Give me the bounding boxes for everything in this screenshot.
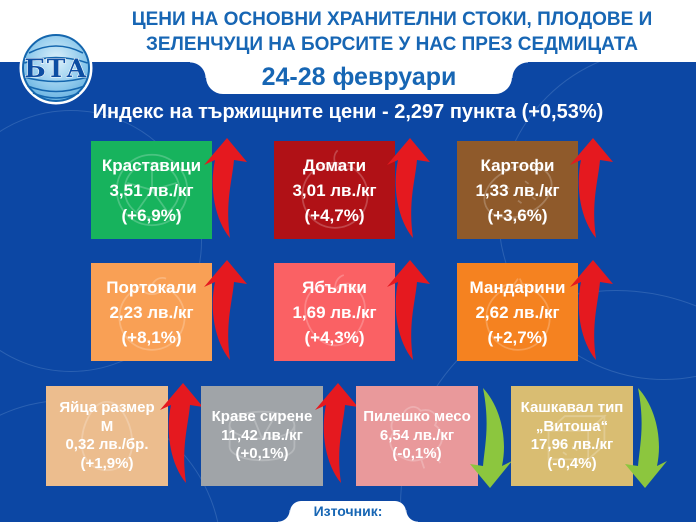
orange-icon xyxy=(118,277,185,351)
product-price: 6,54 лв./кг xyxy=(379,426,455,444)
product-card-apple: Ябълки 1,69 лв./кг (+4,3%) xyxy=(274,263,395,361)
price-up-arrow xyxy=(315,383,358,483)
price-down-arrow xyxy=(625,388,667,488)
product-change: (-0,1%) xyxy=(392,445,442,463)
cheese-wheel-icon xyxy=(228,410,296,462)
product-name: Яйца размер М xyxy=(59,399,155,435)
product-name: Краставици xyxy=(101,155,202,175)
source-tab: Източник: ДКСБТ xyxy=(278,501,418,522)
price-down-arrow xyxy=(470,388,512,488)
product-price: 0,32 лв./бр. xyxy=(65,436,149,453)
egg-icon xyxy=(80,400,134,472)
product-card-cheese-block: Кашкавал тип „Витоша“ 17,96 лв./кг (-0,4… xyxy=(511,386,633,486)
poster-title-line2: ЗЕЛЕНЧУЦИ НА БОРСИТЕ У НАС ПРЕЗ СЕДМИЦАТ… xyxy=(145,34,639,55)
mandarin-icon xyxy=(484,278,551,351)
price-up-arrow xyxy=(160,383,203,483)
product-name: Краве сирене xyxy=(211,408,313,426)
product-price: 1,33 лв./кг xyxy=(475,180,560,200)
product-price: 2,62 лв./кг xyxy=(475,302,560,322)
product-card-tomato: Домати 3,01 лв./кг (+4,7%) xyxy=(274,141,395,239)
price-up-arrow xyxy=(204,260,247,360)
product-change: (+4,7%) xyxy=(304,205,365,225)
price-up-arrow xyxy=(570,138,613,238)
market-index-line: Индекс на тържищните цени - 2,297 пункта… xyxy=(92,101,604,123)
product-change: (+3,6%) xyxy=(487,205,548,225)
product-card-egg: Яйца размер М 0,32 лв./бр. (+1,9%) xyxy=(46,386,168,486)
price-up-arrow xyxy=(204,138,247,238)
product-name: Ябълки xyxy=(302,277,367,297)
product-price: 3,51 лв./кг xyxy=(109,180,194,200)
period-label: 24-28 февруари xyxy=(261,63,457,91)
product-price: 11,42 лв./кг xyxy=(221,426,303,444)
product-change: (+4,3%) xyxy=(304,327,365,347)
product-card-mandarin: Мандарини 2,62 лв./кг (+2,7%) xyxy=(457,263,578,361)
bta-globe-logo: БТА xyxy=(19,31,93,105)
product-card-cucumber: Краставици 3,51 лв./кг (+6,9%) xyxy=(91,141,212,239)
header-band: ЦЕНИ НА ОСНОВНИ ХРАНИТЕЛНИ СТОКИ, ПЛОДОВ… xyxy=(0,0,696,62)
apple-icon xyxy=(303,274,366,347)
product-name: Картофи xyxy=(480,155,555,175)
product-name: Кашкавал тип „Витоша“ xyxy=(520,399,624,435)
product-price: 1,69 лв./кг xyxy=(292,302,377,322)
product-price: 17,96 лв./кг xyxy=(530,436,614,453)
cucumber-icon xyxy=(115,153,188,227)
bta-logo-text: БТА xyxy=(24,54,87,83)
price-up-arrow xyxy=(387,138,430,238)
product-name: Мандарини xyxy=(469,277,566,297)
product-card-potato: Картофи 1,33 лв./кг (+3,6%) xyxy=(457,141,578,239)
price-up-arrow xyxy=(387,260,430,360)
product-change: (+2,7%) xyxy=(487,327,548,347)
poster-title-line1: ЦЕНИ НА ОСНОВНИ ХРАНИТЕЛНИ СТОКИ, ПЛОДОВ… xyxy=(131,9,653,30)
product-change: (+1,9%) xyxy=(80,454,134,472)
product-change: (-0,4%) xyxy=(547,454,597,472)
potato-icon xyxy=(483,164,552,219)
price-up-arrow xyxy=(570,260,613,360)
product-change: (+0,1%) xyxy=(235,445,289,463)
product-name: Пилешко месо xyxy=(363,408,471,426)
product-price: 3,01 лв./кг xyxy=(292,180,377,200)
product-card-chicken: Пилешко месо 6,54 лв./кг (-0,1%) xyxy=(356,386,478,486)
tomato-icon xyxy=(301,149,368,229)
poster-title: ЦЕНИ НА ОСНОВНИ ХРАНИТЕЛНИ СТОКИ, ПЛОДОВ… xyxy=(96,7,688,57)
product-change: (+6,9%) xyxy=(121,205,182,225)
product-price: 2,23 лв./кг xyxy=(109,302,194,322)
product-card-cheese-wheel: Краве сирене 11,42 лв./кг (+0,1%) xyxy=(201,386,323,486)
product-name: Домати xyxy=(302,155,367,175)
product-card-orange: Портокали 2,23 лв./кг (+8,1%) xyxy=(91,263,212,361)
cheese-block-icon xyxy=(546,414,607,461)
product-name: Портокали xyxy=(106,277,197,297)
period-tab: 24-28 февруари xyxy=(190,62,528,94)
chicken-icon xyxy=(389,406,443,469)
product-change: (+8,1%) xyxy=(121,327,182,347)
source-label: Източник: ДКСБТ xyxy=(313,503,383,519)
